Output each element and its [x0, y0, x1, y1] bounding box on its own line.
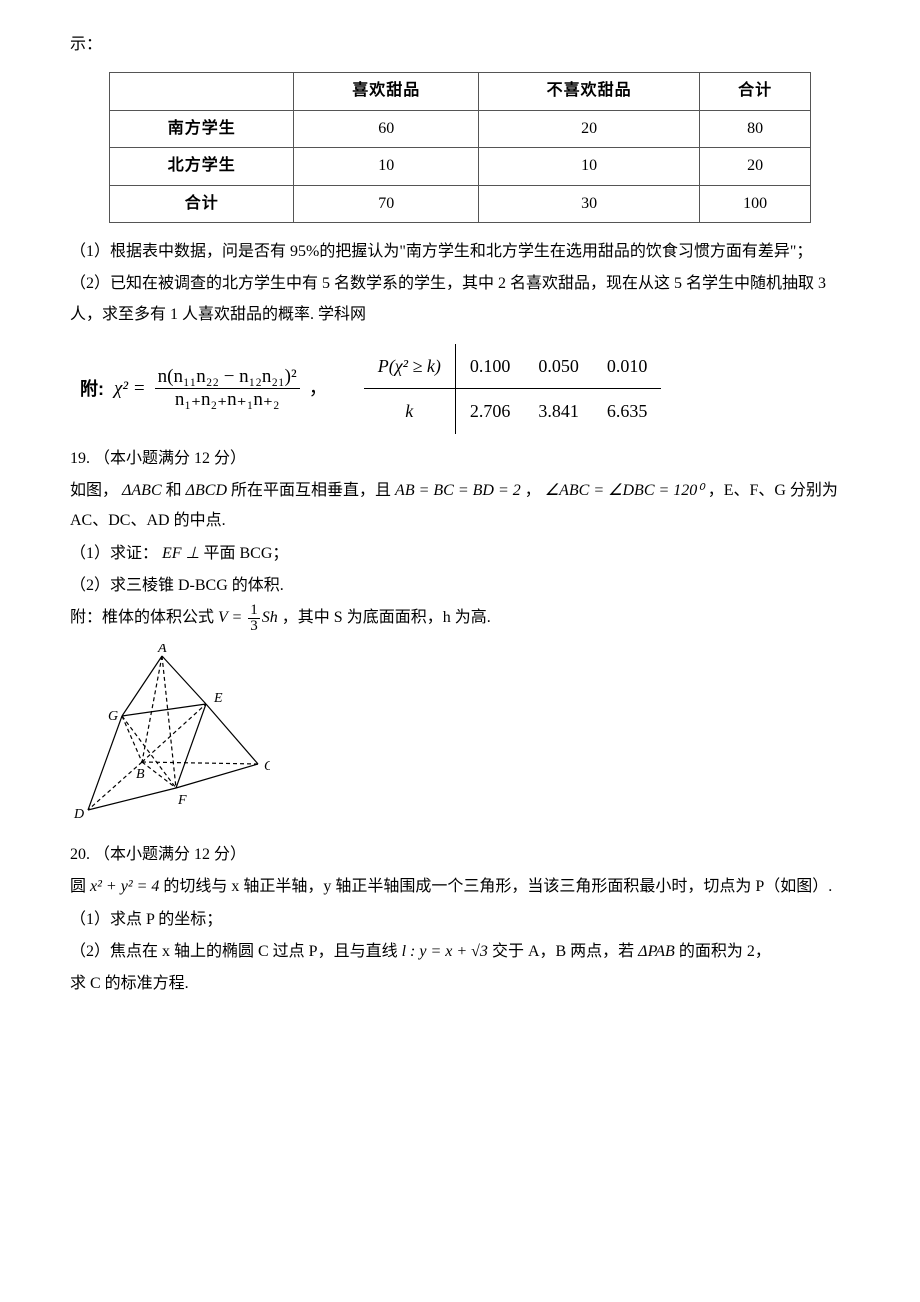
cell: 6.635: [593, 389, 662, 434]
q20-part2: （2）焦点在 x 轴上的椭圆 C 过点 P，且与直线 l : y = x + √…: [70, 937, 850, 967]
geometry-diagram: A E C G B F D: [70, 644, 850, 835]
chi-critical-value-table: P(χ² ≥ k) 0.100 0.050 0.010 k 2.706 3.84…: [364, 344, 662, 433]
cell: [110, 73, 294, 110]
cell: 20: [478, 110, 699, 147]
q19-heading: 19. （本小题满分 12 分）: [70, 444, 850, 474]
cell: 80: [700, 110, 811, 147]
formula-prefix: 附:: [80, 372, 104, 406]
q18-part2: （2）已知在被调查的北方学生中有 5 名数学系的学生，其中 2 名喜欢甜品，现在…: [70, 269, 850, 330]
text: ，其中 S 为底面面积，h 为高.: [282, 610, 491, 627]
text: 的面积为 2，: [679, 943, 771, 960]
numerator: n(n₁₁n₂₂ − n₁₂n₂₁)²: [155, 366, 300, 390]
geometry-svg: A E C G B F D: [70, 644, 270, 824]
svg-text:C: C: [264, 759, 270, 774]
table-row: P(χ² ≥ k) 0.100 0.050 0.010: [364, 344, 662, 389]
text: （2）焦点在 x 轴上的椭圆 C 过点 P，且与直线: [70, 943, 398, 960]
q20-body: 圆 x² + y² = 4 的切线与 x 轴正半轴，y 轴正半轴围成一个三角形，…: [70, 872, 850, 902]
formula-lhs: χ² =: [114, 371, 146, 407]
table-row: 合计 70 30 100: [110, 185, 811, 222]
cell: 60: [294, 110, 478, 147]
table-row: 喜欢甜品 不喜欢甜品 合计: [110, 73, 811, 110]
svg-text:E: E: [213, 691, 223, 706]
q19-body: 如图， ΔABC 和 ΔBCD 所在平面互相垂直，且 AB = BC = BD …: [70, 476, 850, 537]
text: 交于 A，B 两点，若: [492, 943, 638, 960]
svg-text:B: B: [136, 767, 145, 782]
cell: 0.100: [455, 344, 524, 389]
cell: 不喜欢甜品: [478, 73, 699, 110]
q18-part1: （1）根据表中数据，问是否有 95%的把握认为"南方学生和北方学生在选用甜品的饮…: [70, 237, 850, 267]
cell: 合计: [700, 73, 811, 110]
svg-text:F: F: [177, 793, 187, 808]
q19-part1: （1）求证： EF ⊥ 平面 BCG；: [70, 539, 850, 569]
q20-part3: 求 C 的标准方程.: [70, 969, 850, 999]
eq: ΔPAB: [638, 943, 675, 960]
contingency-table: 喜欢甜品 不喜欢甜品 合计 南方学生 60 20 80 北方学生 10 10 2…: [109, 72, 811, 223]
eq: Sh: [262, 610, 278, 627]
chi-square-formula: 附: χ² = n(n₁₁n₂₂ − n₁₂n₂₁)² n₁₊n₂₊n₊₁n₊₂…: [80, 366, 328, 413]
cell: P(χ² ≥ k): [364, 344, 456, 389]
cell: 喜欢甜品: [294, 73, 478, 110]
eq: ΔABC: [122, 482, 162, 499]
svg-text:A: A: [157, 644, 167, 656]
text: 和: [166, 482, 186, 499]
eq: EF ⊥: [162, 545, 199, 562]
cell: 100: [700, 185, 811, 222]
q19-appendix: 附：椎体的体积公式 V = 1 3 Sh ，其中 S 为底面面积，h 为高.: [70, 603, 850, 634]
eq: ΔBCD: [186, 482, 227, 499]
q20-heading: 20. （本小题满分 12 分）: [70, 840, 850, 870]
opening-fragment: 示：: [70, 30, 850, 60]
cell: 10: [294, 148, 478, 185]
text: 附：椎体的体积公式: [70, 610, 214, 627]
cell: 0.050: [524, 344, 593, 389]
eq: l : y = x + √3: [402, 943, 488, 960]
cell: 2.706: [455, 389, 524, 434]
fraction: n(n₁₁n₂₂ − n₁₂n₂₁)² n₁₊n₂₊n₊₁n₊₂: [155, 366, 300, 413]
cell: 30: [478, 185, 699, 222]
table-row: 南方学生 60 20 80: [110, 110, 811, 147]
denominator: n₁₊n₂₊n₊₁n₊₂: [155, 389, 300, 412]
numerator: 1: [248, 603, 260, 619]
fraction: 1 3: [248, 603, 260, 634]
table-row: 北方学生 10 10 20: [110, 148, 811, 185]
eq: ∠ABC = ∠DBC = 120⁰: [545, 482, 704, 499]
cell: k: [364, 389, 456, 434]
denominator: 3: [248, 619, 260, 634]
cell: 0.010: [593, 344, 662, 389]
text: 如图，: [70, 482, 118, 499]
q19-part2: （2）求三棱锥 D-BCG 的体积.: [70, 571, 850, 601]
cell: 70: [294, 185, 478, 222]
cell: 3.841: [524, 389, 593, 434]
text: 平面 BCG；: [204, 545, 289, 562]
text: ，: [525, 482, 541, 499]
text: 圆: [70, 878, 90, 895]
text: （1）求证：: [70, 545, 158, 562]
eq: AB = BC = BD = 2: [395, 482, 521, 499]
table-row: k 2.706 3.841 6.635: [364, 389, 662, 434]
svg-text:D: D: [73, 807, 84, 822]
eq: x² + y² = 4: [90, 878, 159, 895]
svg-text:G: G: [108, 709, 118, 724]
cell: 20: [700, 148, 811, 185]
formula-tail: ，: [309, 371, 328, 407]
q20-part1: （1）求点 P 的坐标；: [70, 905, 850, 935]
cell: 10: [478, 148, 699, 185]
cell: 合计: [110, 185, 294, 222]
eq-v: V =: [218, 610, 242, 627]
cell: 北方学生: [110, 148, 294, 185]
cell: 南方学生: [110, 110, 294, 147]
text: 的切线与 x 轴正半轴，y 轴正半轴围成一个三角形，当该三角形面积最小时，切点为…: [163, 878, 832, 895]
formula-row: 附: χ² = n(n₁₁n₂₂ − n₁₂n₂₁)² n₁₊n₂₊n₊₁n₊₂…: [80, 344, 850, 433]
text: 所在平面互相垂直，且: [231, 482, 395, 499]
